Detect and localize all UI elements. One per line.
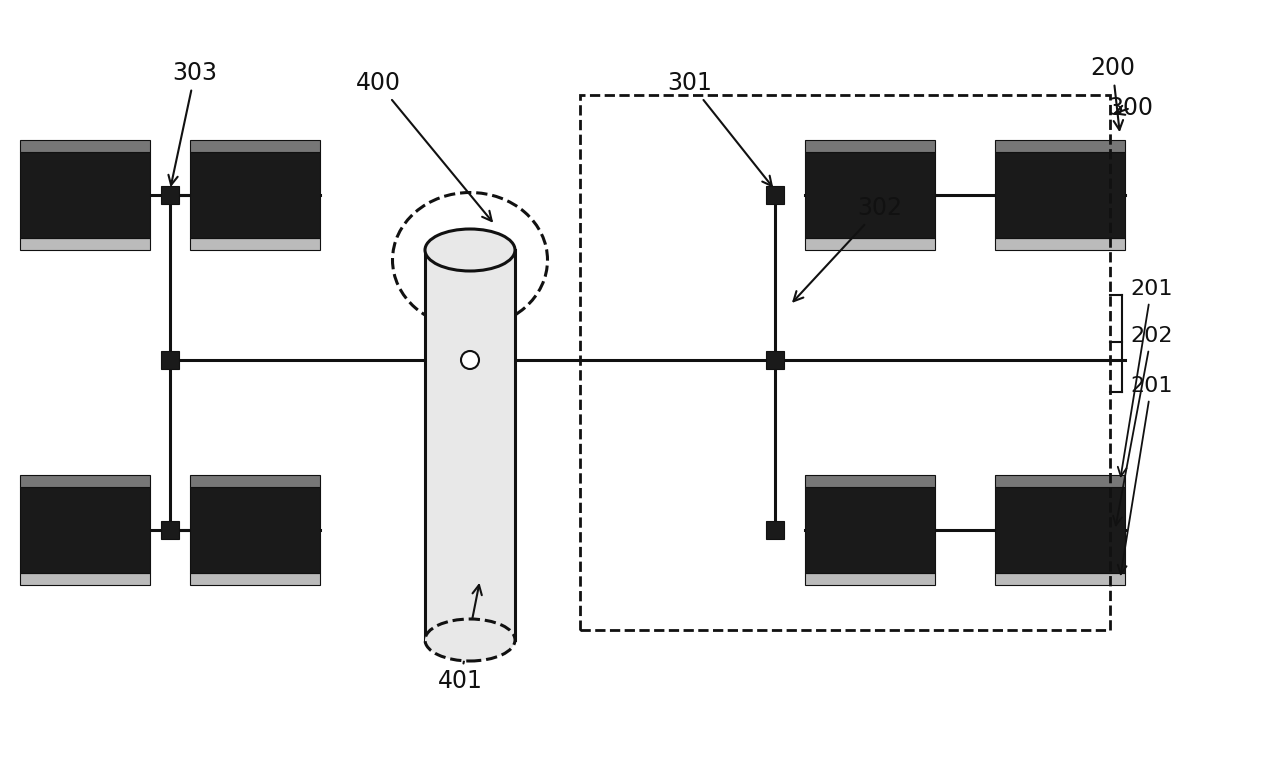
Bar xyxy=(805,238,935,250)
Ellipse shape xyxy=(425,619,515,661)
Bar xyxy=(766,186,784,204)
Bar xyxy=(20,475,150,487)
Bar xyxy=(805,152,935,238)
Bar xyxy=(425,250,515,640)
Bar xyxy=(190,475,320,487)
Bar xyxy=(805,140,935,152)
Bar xyxy=(579,95,1110,630)
Text: 303: 303 xyxy=(169,61,218,185)
Bar xyxy=(805,573,935,585)
Bar xyxy=(20,238,150,250)
Bar xyxy=(161,351,179,369)
Bar xyxy=(995,573,1125,585)
Text: 400: 400 xyxy=(355,71,492,221)
Bar xyxy=(766,351,784,369)
Text: 201: 201 xyxy=(1118,279,1173,477)
Bar xyxy=(995,475,1125,487)
Ellipse shape xyxy=(425,229,515,271)
Bar xyxy=(190,573,320,585)
Text: 200: 200 xyxy=(1090,56,1135,130)
Text: 401: 401 xyxy=(437,585,482,693)
Text: 302: 302 xyxy=(794,196,903,301)
Bar xyxy=(190,238,320,250)
Text: 301: 301 xyxy=(667,71,772,186)
Bar xyxy=(20,487,150,573)
Bar xyxy=(190,152,320,238)
Bar xyxy=(995,152,1125,238)
Bar xyxy=(190,487,320,573)
Bar xyxy=(161,186,179,204)
Bar xyxy=(995,140,1125,152)
Bar xyxy=(20,152,150,238)
Circle shape xyxy=(462,351,479,369)
Text: 201: 201 xyxy=(1118,376,1173,575)
Bar xyxy=(161,521,179,539)
Bar xyxy=(995,238,1125,250)
Bar xyxy=(190,140,320,152)
Bar xyxy=(20,573,150,585)
Bar xyxy=(805,487,935,573)
Bar xyxy=(995,487,1125,573)
Text: 300: 300 xyxy=(1108,96,1153,120)
Text: 202: 202 xyxy=(1113,326,1173,525)
Bar xyxy=(766,521,784,539)
Bar xyxy=(20,140,150,152)
Bar xyxy=(805,475,935,487)
